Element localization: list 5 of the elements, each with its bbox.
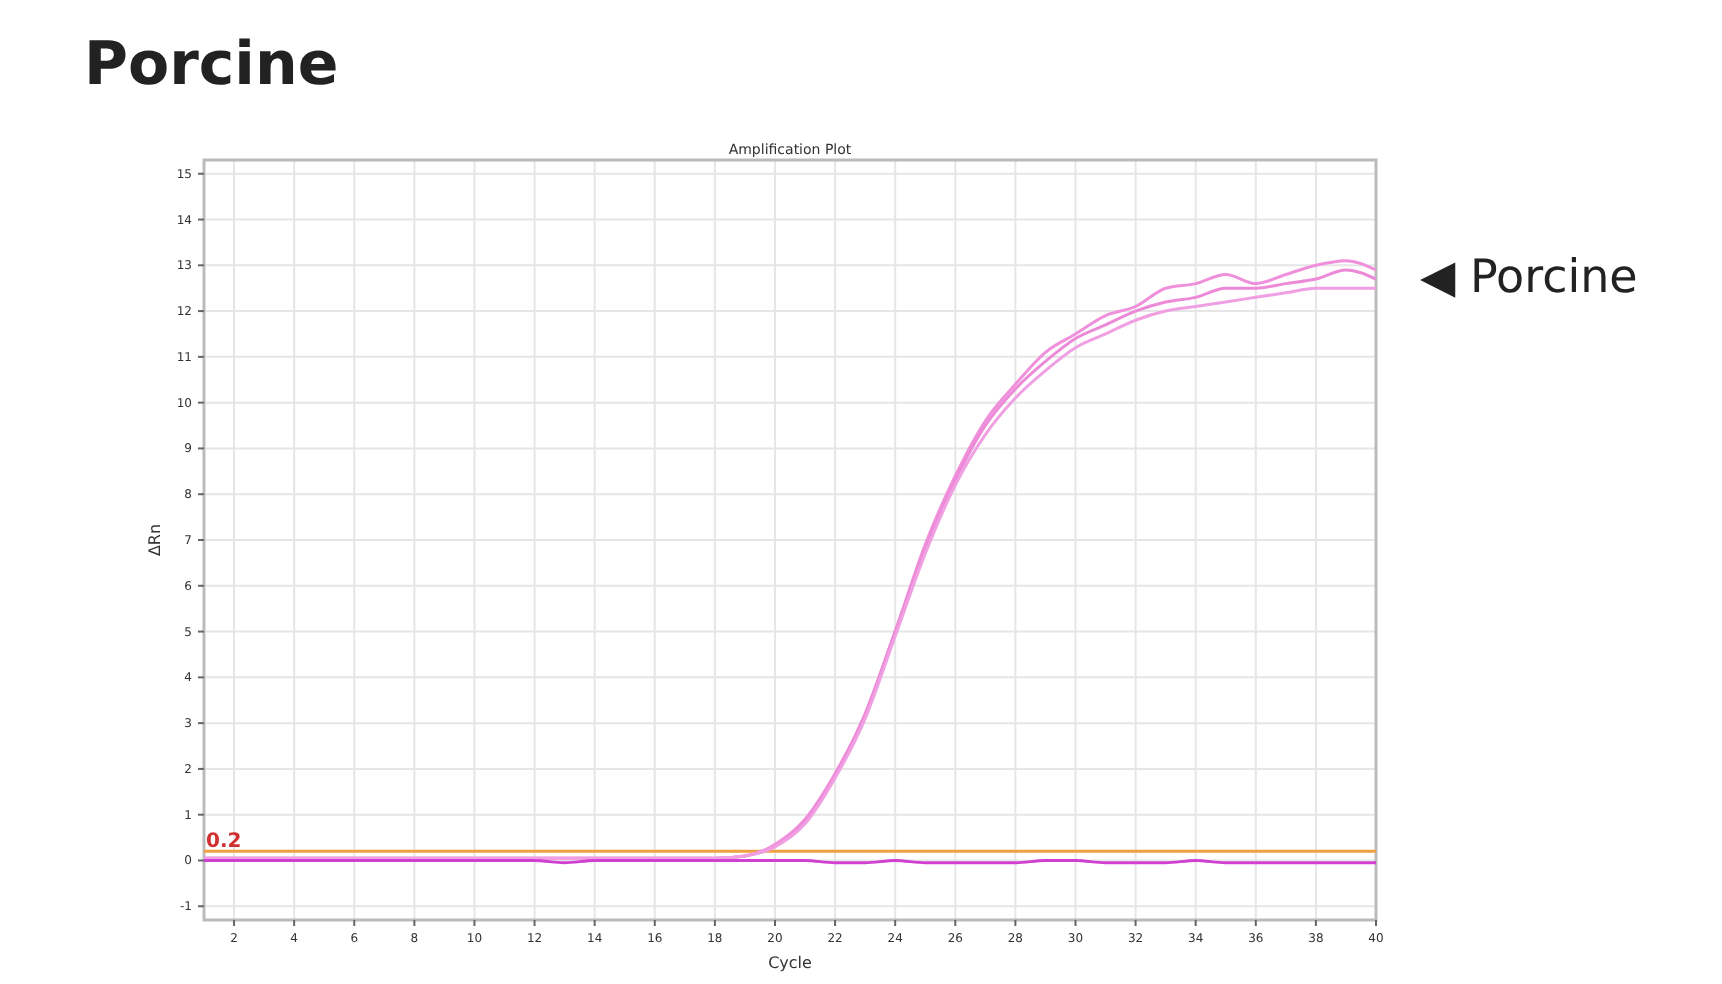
ref-line-label: 0.2 [206, 831, 242, 854]
y-axis-title: ΔRn [146, 523, 164, 557]
chart-title: Porcine [84, 30, 339, 100]
text: ◀ Porcine [1420, 252, 1638, 304]
x-axis-title: Cycle [768, 954, 813, 972]
